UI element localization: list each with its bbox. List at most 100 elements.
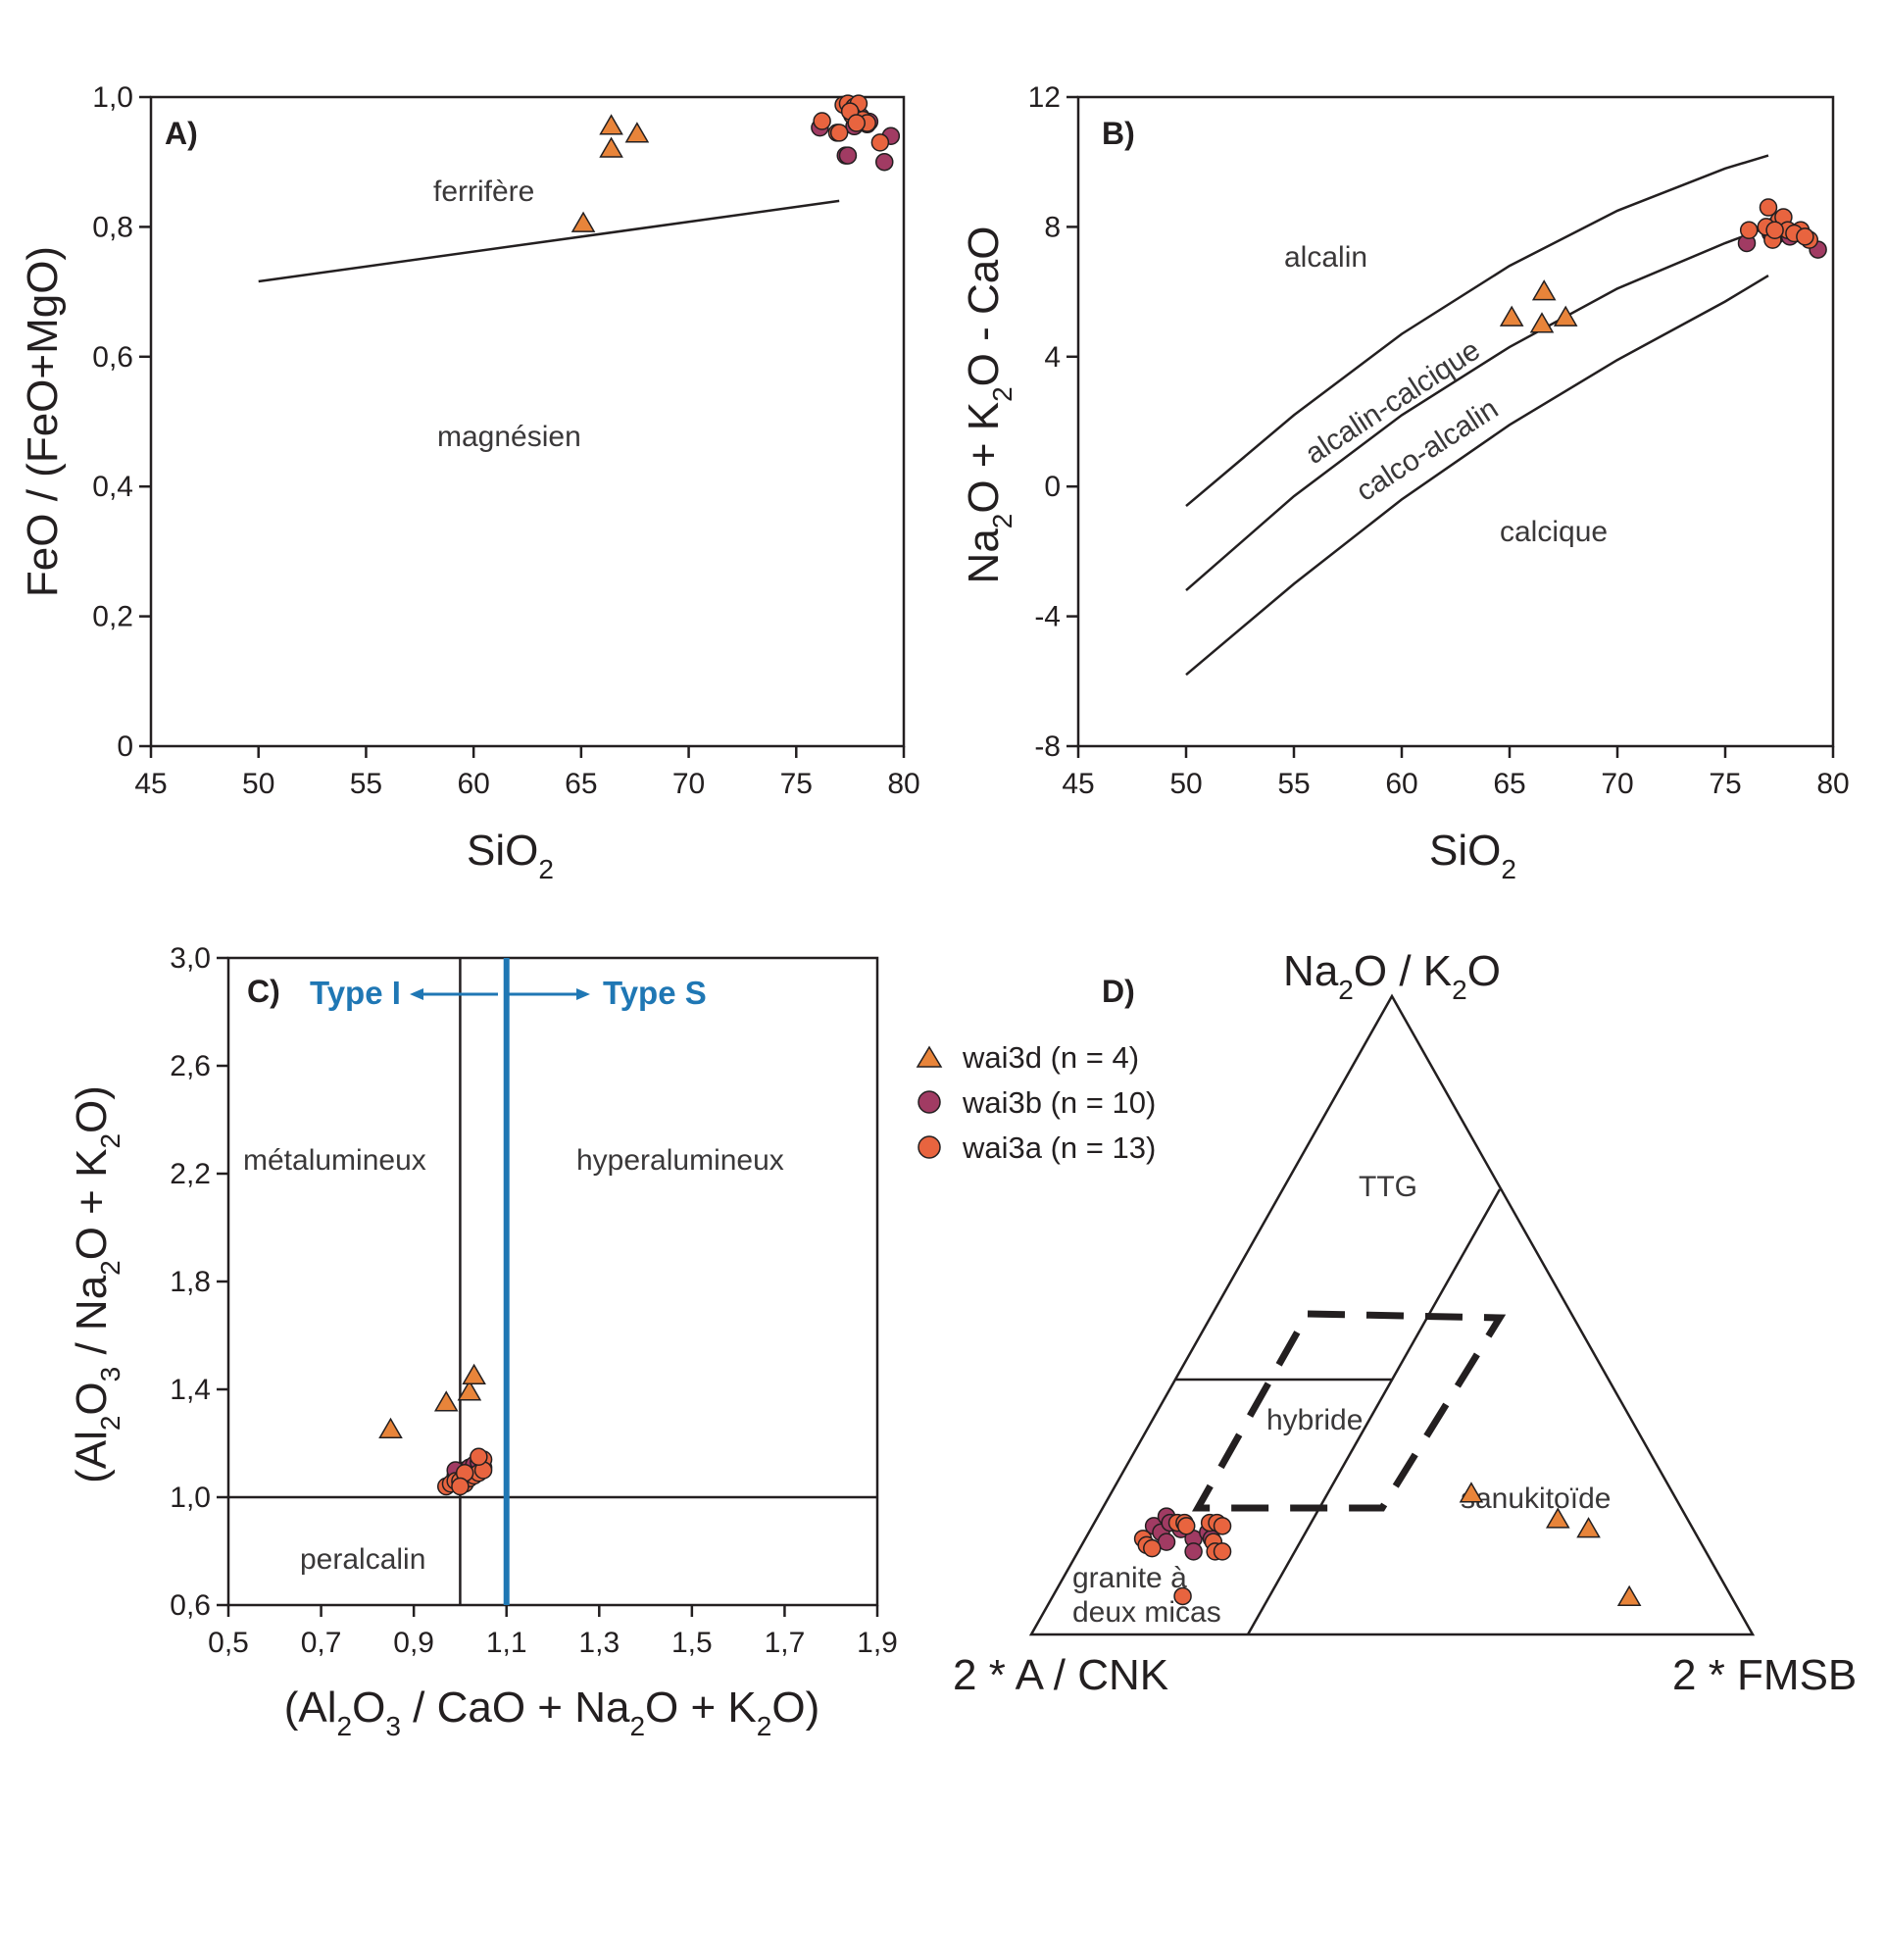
legend-circle-marker-wai3b [918,1090,941,1114]
panel-d-point-s0 [1459,1482,1484,1503]
panel-d-vertex-right: 2 * FMSB [1672,1651,1857,1699]
panel-a-x-tick-label: 65 [565,768,597,800]
panel-a-point-s1 [838,146,858,165]
panel-d-field-ttg: TTG [1359,1171,1417,1203]
panel-a-field-ferrifere: ferrifère [433,176,534,208]
panel-a-y-label: FeO / (FeO+MgO) [19,246,67,597]
panel-d-point-s0 [1576,1517,1601,1538]
panel-c-field-hyperalumineux: hyperalumineux [576,1144,784,1177]
panel-d-point-s2 [1173,1586,1192,1606]
panel-b-x-tick-label: 50 [1169,768,1202,800]
legend-item-wai3b: wai3b (n = 10) [962,1085,1156,1120]
panel-d-field-granite-a: granite à [1072,1562,1187,1594]
panel-b-y-label: Na2O + K2O - CaO [960,226,1017,584]
panel-a-y-tick-label: 0,2 [92,601,133,633]
panel-c-x-tick-label: 1,3 [578,1627,620,1659]
panel-c-point-s2 [451,1477,470,1496]
panel-c-y-tick-label: 1,0 [170,1482,211,1514]
panel-a-y-tick-label: 0,8 [92,211,133,243]
panel-a-point-s0 [599,114,623,135]
panel-a-y-tick-label: 0,4 [92,471,133,503]
panel-d-ternary-triangle [1028,993,1756,1636]
panel-c-y-tick-label: 2,6 [170,1050,211,1082]
panel-b-x-tick-label: 65 [1493,768,1525,800]
panel-c-point-s0 [462,1363,486,1384]
panel-a-x-tick-label: 75 [780,768,813,800]
panel-b-field-alcalin: alcalin [1284,241,1367,274]
panel-a-field-magnesien: magnésien [437,421,581,453]
panel-a-point-s2 [813,112,831,130]
panel-b-y-tick-label: 8 [1044,211,1061,243]
panel-c-x-tick-label: 1,7 [765,1627,806,1659]
panel-a-y-tick-label: 0 [117,730,133,763]
panel-c-point-s0 [433,1390,459,1412]
panel-d-point-s0 [1545,1507,1570,1529]
panel-b-x-tick-label: 60 [1385,768,1417,800]
panel-a-ferriferous-boundary [258,199,840,283]
panel-b: 45 50 55 60 65 70 75 80 -8 -4 0 4 8 12 B) alcalin alc… [960,81,1850,884]
panel-a-y-tick-label: 1,0 [92,81,133,114]
panel-b-point-s0 [1499,305,1524,327]
panel-d-vertex-top: Na2O / K2O [1283,947,1501,1005]
panel-b-point-s2 [1739,221,1759,239]
panel-a-point-s2 [870,133,890,152]
panel-b-id: B) [1102,116,1135,151]
panel-b-x-tick-label: 75 [1709,768,1741,800]
panel-c-point-s0 [378,1417,403,1438]
panel-c-y-tick-label: 2,2 [170,1158,211,1190]
panel-d-field-deux-micas: deux micas [1072,1596,1221,1629]
panel-a-point-s2 [829,124,849,142]
panel-c: 0,5 0,7 0,9 1,1 1,3 1,5 1,7 1,9 0,6 1,0 1,4 1,8 2,2 2… [68,942,898,1741]
panel-a: 45 50 55 60 65 70 75 80 0 0,2 0,4 0,6 0,8 1,0 A) ferr… [19,81,920,884]
panel-d-field-hybride: hybride [1266,1404,1363,1436]
panel-d-point-s0 [1616,1584,1642,1606]
panel-a-point-s1 [875,152,894,172]
panel-b-x-label: SiO2 [1429,827,1516,884]
panel-d-point-s2 [1213,1542,1232,1561]
panel-c-field-peralcalin: peralcalin [300,1543,425,1576]
panel-d: D) Na2O / K2O 2 * A / CNK 2 * FMSB TTG h… [953,947,1857,1699]
panel-a-point-s2 [847,114,866,132]
legend: wai3d (n = 4) wai3b (n = 10) wai3a (n = … [916,1040,1156,1165]
panel-b-calc-alkalic-boundary [1185,275,1769,677]
panel-b-y-tick-label: -4 [1034,601,1061,633]
panel-a-x-tick-label: 45 [134,768,167,800]
panel-d-point-s2 [1213,1517,1232,1535]
panel-b-point-s2 [1796,227,1814,246]
panel-c-point-s2 [470,1447,488,1466]
panel-b-x-tick-label: 45 [1062,768,1094,800]
panel-c-y-label: (Al2O3 / Na2O + K2O) [68,1085,125,1483]
panel-c-y-tick-label: 3,0 [170,942,211,975]
legend-item-wai3d: wai3d (n = 4) [962,1040,1139,1075]
panel-a-id: A) [165,116,198,151]
panel-a-point-s0 [570,211,596,232]
panel-a-x-tick-label: 55 [350,768,382,800]
panel-c-frame [226,956,879,1607]
panel-a-y-tick-label: 0,6 [92,341,133,374]
panel-b-field-calcique: calcique [1500,516,1608,548]
panel-c-x-tick-label: 1,1 [486,1627,527,1659]
panel-b-y-tick-label: -8 [1034,730,1061,763]
panel-b-point-s2 [1765,221,1784,239]
legend-item-wai3a: wai3a (n = 13) [962,1131,1156,1165]
panel-d-field-sanukitoide: sanukitoïde [1461,1483,1611,1515]
panel-c-x-tick-label: 0,7 [301,1627,342,1659]
panel-c-y-tick-label: 1,4 [170,1374,211,1406]
panel-c-type-i-label: Type I [310,975,401,1011]
panel-d-id: D) [1102,974,1135,1009]
panel-b-point-s2 [1759,198,1778,217]
panel-b-x-tick-label: 70 [1601,768,1633,800]
panel-c-x-label: (Al2O3 / CaO + Na2O + K2O) [284,1684,819,1741]
panel-d-point-s2 [1143,1538,1162,1558]
panel-a-x-tick-label: 50 [242,768,274,800]
panel-b-point-s0 [1531,279,1557,301]
panel-c-x-tick-label: 1,5 [671,1627,713,1659]
panel-b-x-tick-label: 80 [1816,768,1849,800]
panel-b-point-s0 [1553,305,1578,327]
panel-a-point-s0 [624,122,650,143]
panel-a-frame [149,95,906,748]
panel-b-frame [1076,95,1835,748]
panel-c-y-tick-label: 1,8 [170,1266,211,1298]
panel-d-vertex-left: 2 * A / CNK [953,1651,1168,1699]
arrow-left-icon [410,988,423,1000]
